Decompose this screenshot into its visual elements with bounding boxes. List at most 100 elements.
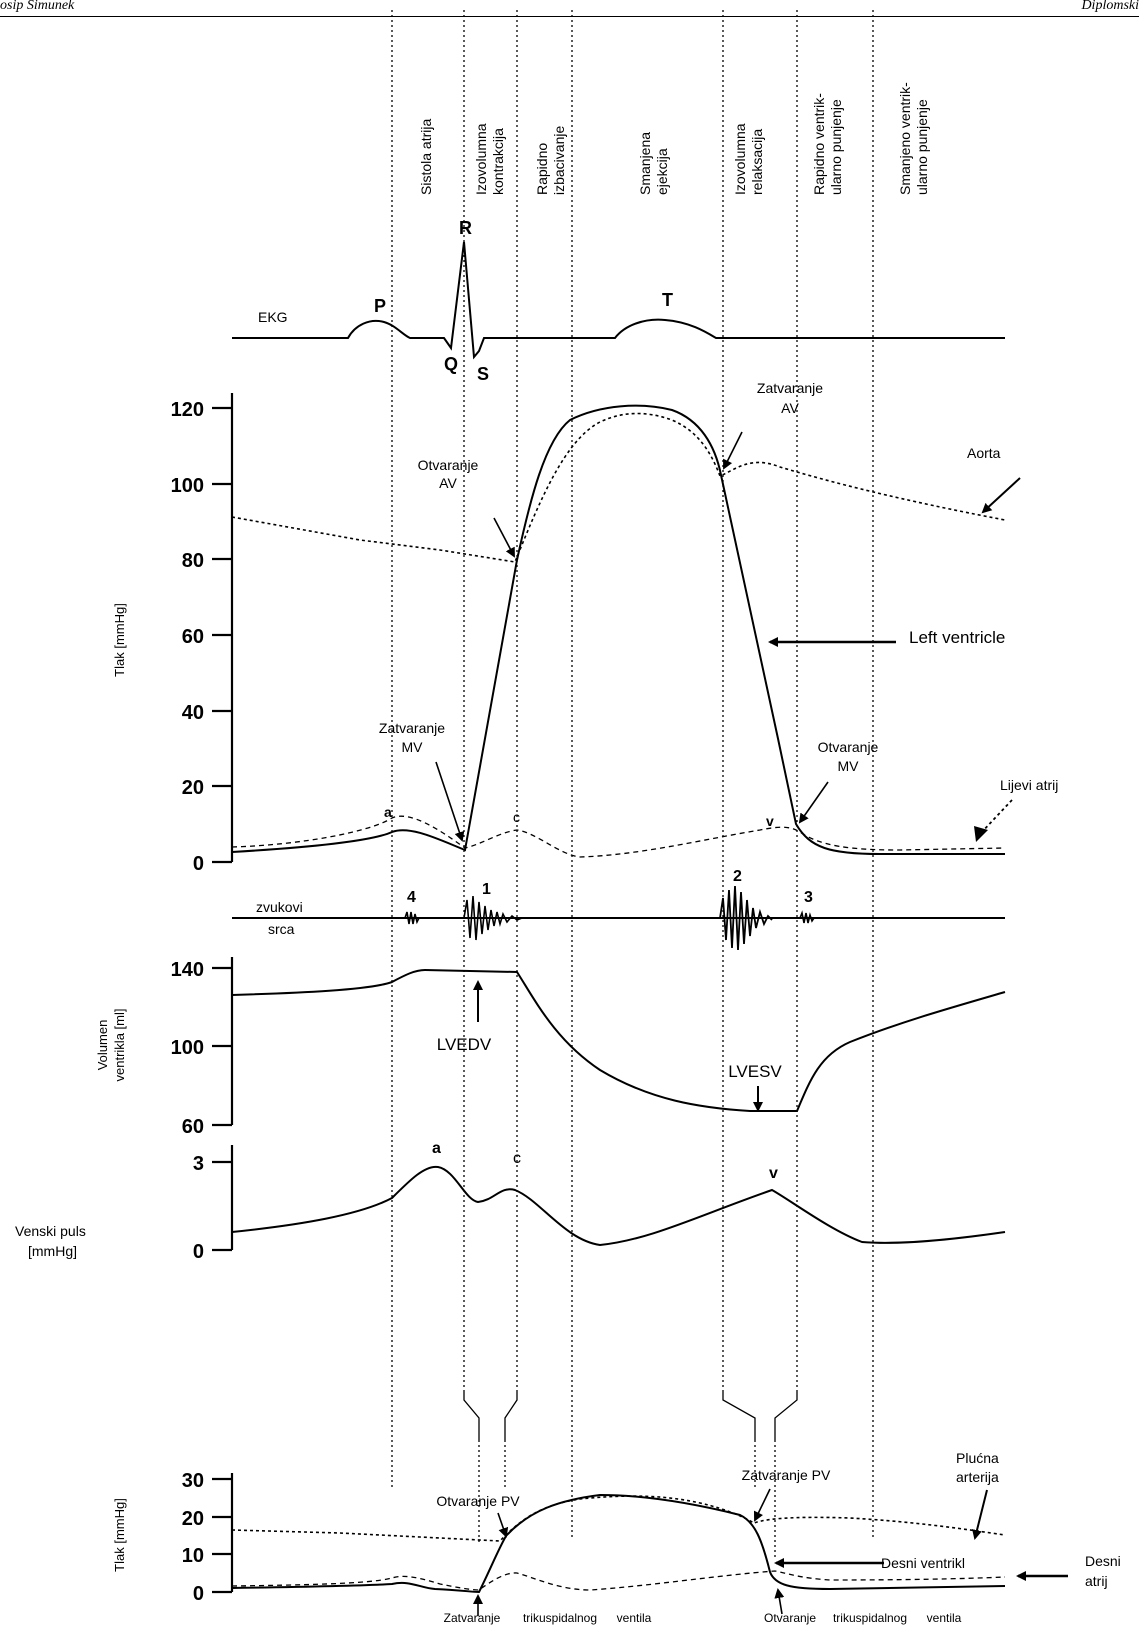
ekg-waveform	[232, 241, 1005, 360]
funnel-right-b	[774, 1390, 798, 1440]
funnel-left-b	[504, 1390, 518, 1440]
sound-4-label: 4	[407, 889, 416, 906]
phase-label-1: Sistola atrija	[418, 119, 434, 195]
ekg-q: Q	[444, 354, 458, 374]
ekg-r: R	[459, 218, 472, 238]
phase-label-4a: Smanjena	[637, 132, 653, 195]
aorta-label: Aorta	[967, 445, 1001, 461]
av-close-label-2: AV	[781, 400, 799, 416]
mv-open-arrow	[798, 781, 829, 824]
right-atrium-curve	[231, 1570, 1006, 1591]
venous-label-2: [mmHg]	[28, 1243, 77, 1259]
tick-label: 100	[171, 1037, 204, 1059]
volume-y-label-2: ventrikla [ml]	[112, 1009, 127, 1082]
pv-open-arrow	[497, 1512, 509, 1538]
header-author: osip Simunek	[0, 0, 75, 13]
mv-open-label-2: MV	[838, 758, 860, 774]
right-y-label: Tlak [mmHg]	[112, 1498, 127, 1572]
venous-c-wave: c	[513, 1150, 521, 1167]
tick-label: 140	[171, 959, 204, 981]
rv-label: Desni ventrikl	[881, 1555, 965, 1571]
funnel-left-a	[463, 1390, 480, 1440]
sounds-label-2: srca	[268, 921, 295, 937]
phase-label-7b: ularno punjenje	[914, 99, 930, 195]
tc-open-label-3: ventila	[927, 1611, 962, 1625]
tick-label: 60	[182, 626, 204, 648]
tc-open-label-2: trikuspidalnog	[833, 1611, 907, 1625]
la-a-wave: a	[384, 804, 392, 820]
tick-label: 100	[171, 475, 204, 497]
ra-label-2: atrij	[1085, 1573, 1108, 1589]
aorta-arrow	[981, 477, 1021, 514]
pv-close-label: Zatvaranje PV	[742, 1467, 831, 1483]
pulmonary-artery-curve	[231, 1495, 1006, 1542]
lvesv-label: LVESV	[728, 1062, 782, 1081]
sound-2-burst	[719, 885, 773, 951]
phase-label-7a: Smanjeno ventrik-	[897, 82, 913, 195]
ekg-s: S	[477, 364, 489, 384]
phase-dividers	[391, 10, 874, 1560]
heart-sounds: zvukovi srca 4 1 2 3	[232, 868, 1005, 951]
phase-labels: Sistola atrija Izovolumna kontrakcija Ra…	[418, 82, 930, 195]
phase-label-2b: kontrakcija	[490, 128, 506, 195]
pulmonary-arrow	[972, 1489, 988, 1540]
pv-open-label: Otvaranje PV	[436, 1493, 520, 1509]
tc-close-label-3: ventila	[617, 1611, 652, 1625]
pressure-y-label: Tlak [mmHg]	[112, 603, 127, 677]
sound-3-label: 3	[804, 889, 813, 906]
tick-label: 40	[182, 702, 204, 724]
funnel-right-a	[722, 1390, 756, 1440]
volume-y-label-1: Volumen	[95, 1020, 110, 1071]
sound-1-label: 1	[482, 881, 491, 898]
pressure-ticks: 0 20 40 60 80 100 120	[171, 399, 232, 875]
av-open-label-2: AV	[439, 475, 457, 491]
tc-open-label: Otvaranje	[764, 1611, 816, 1625]
av-close-arrow	[723, 431, 743, 470]
phase-label-6b: ularno punjenje	[828, 99, 844, 195]
aorta-curve	[231, 412, 1006, 563]
left-atrium-arrowhead	[974, 826, 988, 842]
pv-close-arrow	[753, 1488, 771, 1522]
mv-close-label-1: Zatvaranje	[379, 720, 445, 736]
left-atrium-curve	[231, 815, 1006, 858]
mv-close-arrow	[435, 761, 465, 842]
tick-label: 0	[193, 853, 204, 875]
tick-label: 10	[182, 1545, 204, 1567]
tick-label: 20	[182, 777, 204, 799]
tick-label: 30	[182, 1470, 204, 1492]
phase-label-2a: Izovolumna	[473, 123, 489, 195]
venous-label-1: Venski puls	[15, 1223, 86, 1239]
left-ventricle-label: Left ventricle	[909, 628, 1005, 647]
phase-label-6a: Rapidno ventrik-	[811, 93, 827, 195]
ekg-p: P	[374, 296, 386, 316]
tick-label: 0	[193, 1241, 204, 1263]
av-open-arrow	[493, 517, 515, 558]
pressure-panel: 0 20 40 60 80 100 120 Tlak [mmHg] Otvara…	[112, 380, 1058, 875]
mv-close-label-2: MV	[402, 739, 424, 755]
ekg-label: EKG	[258, 309, 288, 325]
tc-close-label: Zatvaranje	[444, 1611, 501, 1625]
la-v-wave: v	[766, 813, 774, 829]
venous-v-wave: v	[769, 1165, 778, 1182]
venous-a-wave: a	[432, 1140, 441, 1157]
tick-label: 80	[182, 550, 204, 572]
header-thesis: Diplomski	[1081, 0, 1139, 13]
tick-label: 120	[171, 399, 204, 421]
bottom-valve-labels: Zatvaranje trikuspidalnog ventila Otvara…	[444, 1611, 962, 1625]
volume-panel: 60 100 140 Volumen ventrikla [ml] LVEDV …	[95, 957, 1006, 1138]
tick-label: 20	[182, 1508, 204, 1530]
right-ventricle-curve	[231, 1493, 1006, 1594]
av-open-label-1: Otvaranje	[418, 457, 479, 473]
sound-3-burst	[799, 910, 815, 924]
left-atrium-label: Lijevi atrij	[1000, 777, 1058, 793]
av-close-label-1: Zatvaranje	[757, 380, 823, 396]
venous-pulse-curve	[231, 1165, 1006, 1247]
phase-label-3a: Rapidno	[534, 143, 550, 195]
venous-panel: 0 3 Venski puls [mmHg] a c v	[15, 1140, 1006, 1263]
tc-close-label-2: trikuspidalnog	[523, 1611, 597, 1625]
lvedv-label: LVEDV	[437, 1035, 492, 1054]
ekg-trace: EKG P Q R S T	[232, 218, 1005, 384]
phase-label-3b: izbacivanje	[551, 126, 567, 195]
sound-2-label: 2	[733, 868, 742, 885]
ekg-t: T	[662, 290, 673, 310]
